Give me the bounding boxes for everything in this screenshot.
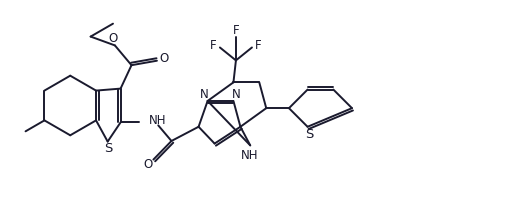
- Text: NH: NH: [149, 114, 167, 127]
- Text: S: S: [104, 141, 112, 155]
- Text: N: N: [232, 88, 241, 101]
- Text: F: F: [210, 40, 217, 52]
- Text: O: O: [108, 32, 118, 45]
- Text: O: O: [159, 52, 168, 65]
- Text: F: F: [233, 24, 239, 37]
- Text: O: O: [144, 158, 153, 171]
- Text: F: F: [255, 40, 262, 52]
- Text: S: S: [305, 128, 313, 141]
- Text: N: N: [200, 88, 209, 101]
- Text: NH: NH: [240, 149, 258, 162]
